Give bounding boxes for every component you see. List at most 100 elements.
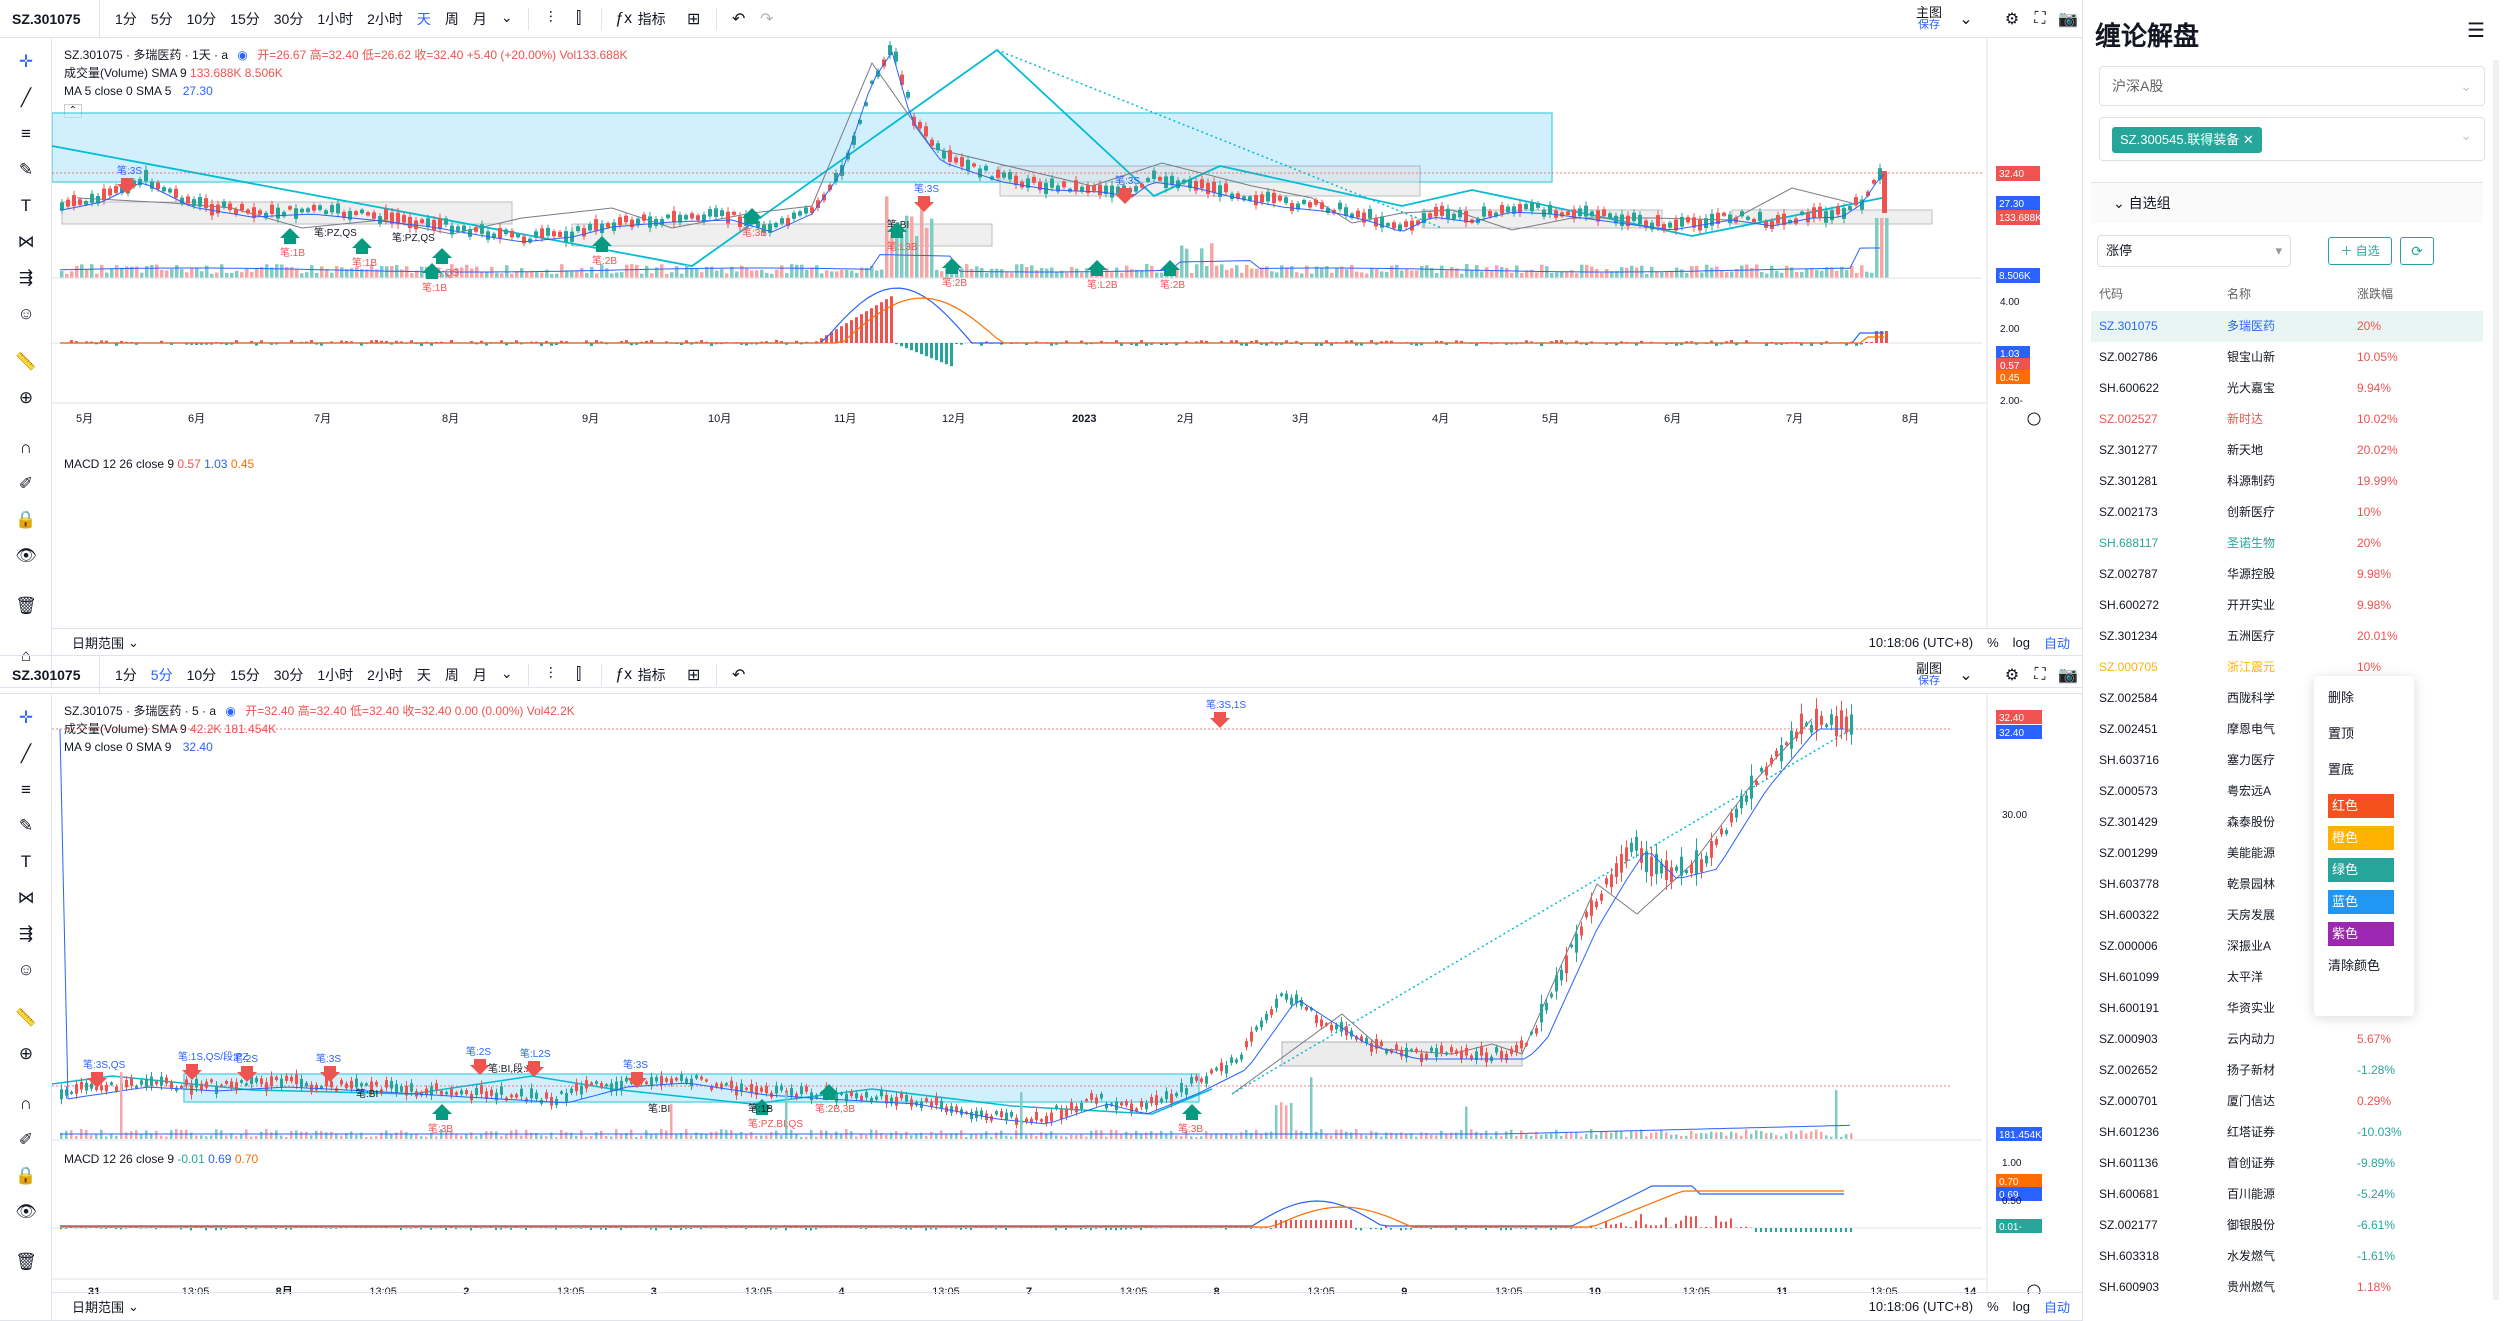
- indicator-button[interactable]: 指标: [637, 10, 666, 27]
- menu-color-#26a69a[interactable]: 绿色: [2328, 858, 2394, 882]
- candle-type-icon[interactable]: ⫶: [548, 665, 553, 683]
- interval-30分[interactable]: 30分: [273, 10, 304, 27]
- buy-arrow-icon[interactable]: [1182, 1104, 1202, 1120]
- crosshair-icon[interactable]: ✛: [18, 708, 34, 727]
- lock-draw-icon[interactable]: ✐: [18, 474, 34, 493]
- segment-line[interactable]: [52, 48, 1883, 267]
- trendline-icon[interactable]: ╱: [20, 744, 32, 763]
- interval-1分[interactable]: 1分: [115, 666, 137, 683]
- ruler-icon[interactable]: 📏: [15, 352, 37, 371]
- sub-chart-canvas[interactable]: 笔:3S,QS笔:1S,QS/段:PZ笔:2S 笔:3S笔:BI笔:3B笔:2S笔…: [52, 694, 2082, 1294]
- undo-icon[interactable]: ↶: [731, 10, 746, 28]
- lock-draw-icon[interactable]: ✐: [18, 1130, 34, 1149]
- sell-arrow-icon[interactable]: [320, 1066, 340, 1082]
- watch-row[interactable]: SZ.002527 新时达 10.02%: [2091, 404, 2483, 435]
- brush-icon[interactable]: ✎: [18, 160, 34, 179]
- layout-grid-icon[interactable]: ⊞: [686, 10, 701, 28]
- fullscreen-icon[interactable]: ⛶: [2034, 666, 2046, 683]
- eye-icon[interactable]: 👁: [15, 1202, 37, 1221]
- sell-arrow-icon[interactable]: [914, 196, 934, 212]
- watch-row[interactable]: SZ.301234 五洲医疗 20.01%: [2091, 621, 2483, 652]
- watch-row[interactable]: SZ.002584 西陇科学: [2091, 683, 2483, 714]
- interval-10分[interactable]: 10分: [186, 666, 217, 683]
- text-icon[interactable]: T: [20, 852, 32, 871]
- ruler-icon[interactable]: 📏: [15, 1008, 37, 1027]
- interval-天[interactable]: 天: [416, 10, 431, 27]
- watch-row[interactable]: SZ.001299 美能能源: [2091, 838, 2483, 869]
- buy-arrow-icon[interactable]: [1160, 260, 1180, 276]
- menu-color-#f4511e[interactable]: 红色: [2328, 794, 2394, 818]
- magnet-icon[interactable]: ∩: [19, 1094, 33, 1113]
- close-icon[interactable]: ✕: [2242, 132, 2254, 147]
- lock-icon[interactable]: 🔒: [15, 510, 37, 529]
- filter-select[interactable]: 涨停 ▾: [2097, 235, 2291, 267]
- symbol-search[interactable]: SZ.301075: [0, 655, 100, 694]
- watch-row[interactable]: SH.601136 首创证券 -9.89%: [2091, 1148, 2483, 1179]
- indicator-button[interactable]: 指标: [637, 666, 666, 683]
- watch-row[interactable]: SZ.000705 浙江震元 10%: [2091, 652, 2483, 683]
- sell-arrow-icon[interactable]: [470, 1059, 490, 1075]
- buy-arrow-icon[interactable]: [422, 263, 442, 279]
- scrollbar[interactable]: [2493, 60, 2499, 1300]
- sell-arrow-icon[interactable]: [87, 1072, 107, 1088]
- lock-icon[interactable]: 🔒: [15, 1166, 37, 1185]
- auto-toggle[interactable]: 自动: [2043, 1300, 2070, 1315]
- watch-row[interactable]: SH.600622 光大嘉宝 9.94%: [2091, 373, 2483, 404]
- indicator-icon[interactable]: ƒx: [615, 9, 633, 27]
- fullscreen-icon[interactable]: ⛶: [2034, 10, 2046, 27]
- sell-arrow-icon[interactable]: [1210, 712, 1230, 728]
- indicator-icon[interactable]: ƒx: [615, 665, 633, 683]
- sell-arrow-icon[interactable]: [524, 1061, 544, 1077]
- buy-arrow-icon[interactable]: [352, 238, 372, 254]
- watch-row[interactable]: SZ.301277 新天地 20.02%: [2091, 435, 2483, 466]
- watch-row[interactable]: SZ.000701 厦门信达 0.29%: [2091, 1086, 2483, 1117]
- menu-pin-bottom[interactable]: 置底: [2328, 762, 2355, 777]
- watch-row[interactable]: SH.600903 贵州燃气 1.18%: [2091, 1272, 2483, 1303]
- interval-周[interactable]: 周: [444, 10, 459, 27]
- sell-arrow-icon[interactable]: [182, 1064, 202, 1080]
- dotted-projection[interactable]: [1231, 728, 1853, 1095]
- menu-icon[interactable]: ☰: [2467, 20, 2485, 42]
- magnet-icon[interactable]: ∩: [19, 438, 33, 457]
- interval-15分[interactable]: 15分: [230, 10, 260, 27]
- menu-color-#2196f3[interactable]: 蓝色: [2328, 890, 2394, 914]
- menu-color-#ffb300[interactable]: 橙色: [2328, 826, 2394, 850]
- interval-1小时[interactable]: 1小时: [317, 666, 354, 683]
- watch-row[interactable]: SH.603716 塞力医疗: [2091, 745, 2483, 776]
- zoom-icon[interactable]: ⊕: [18, 1044, 34, 1063]
- chevron-down-icon[interactable]: ⌄: [128, 1298, 139, 1314]
- save-button[interactable]: 副图 保存: [1916, 662, 1942, 688]
- trash-icon[interactable]: 🗑: [15, 1252, 37, 1271]
- log-toggle[interactable]: log: [2012, 1299, 2030, 1314]
- forecast-icon[interactable]: ⇶: [18, 268, 34, 287]
- trendline-icon[interactable]: ╱: [20, 88, 32, 107]
- watch-row[interactable]: SH.603778 乾景园林: [2091, 869, 2483, 900]
- date-range-button[interactable]: 日期范围: [72, 1300, 125, 1315]
- trash-icon[interactable]: 🗑: [15, 596, 37, 615]
- pattern-icon[interactable]: ⋈: [17, 232, 35, 251]
- buy-arrow-icon[interactable]: [280, 228, 300, 244]
- parallel-lines-icon[interactable]: ≡: [21, 124, 31, 143]
- interval-10分[interactable]: 10分: [186, 10, 217, 27]
- interval-1小时[interactable]: 1小时: [317, 10, 354, 27]
- watch-row[interactable]: SH.600191 华资实业: [2091, 993, 2483, 1024]
- bar-style-icon[interactable]: ⫿: [576, 9, 582, 27]
- buy-arrow-icon[interactable]: [819, 1084, 839, 1100]
- layout-grid-icon[interactable]: ⊞: [686, 666, 701, 684]
- watch-row[interactable]: SZ.002787 华源控股 9.98%: [2091, 559, 2483, 590]
- crosshair-icon[interactable]: ✛: [18, 52, 34, 71]
- watch-row[interactable]: SH.601099 太平洋: [2091, 962, 2483, 993]
- buy-arrow-icon[interactable]: [887, 222, 907, 238]
- pattern-icon[interactable]: ⋈: [17, 888, 35, 907]
- emoji-icon[interactable]: ☺: [17, 304, 35, 323]
- sell-arrow-icon[interactable]: [117, 178, 137, 194]
- interval-1分[interactable]: 1分: [115, 10, 137, 27]
- menu-delete[interactable]: 删除: [2328, 690, 2355, 705]
- watch-row[interactable]: SZ.301281 科源制药 19.99%: [2091, 466, 2483, 497]
- watch-row[interactable]: SH.600322 天房发展: [2091, 900, 2483, 931]
- interval-15分[interactable]: 15分: [230, 666, 260, 683]
- interval-5分[interactable]: 5分: [150, 666, 173, 683]
- zoom-icon[interactable]: ⊕: [18, 388, 34, 407]
- camera-icon[interactable]: 📷: [2058, 667, 2078, 684]
- candle-last[interactable]: [1882, 171, 1887, 213]
